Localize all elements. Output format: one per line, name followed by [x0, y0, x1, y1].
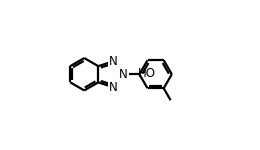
Text: HO: HO: [138, 67, 156, 80]
Text: N: N: [109, 81, 118, 94]
Text: N: N: [109, 55, 118, 68]
Text: N: N: [119, 68, 128, 81]
